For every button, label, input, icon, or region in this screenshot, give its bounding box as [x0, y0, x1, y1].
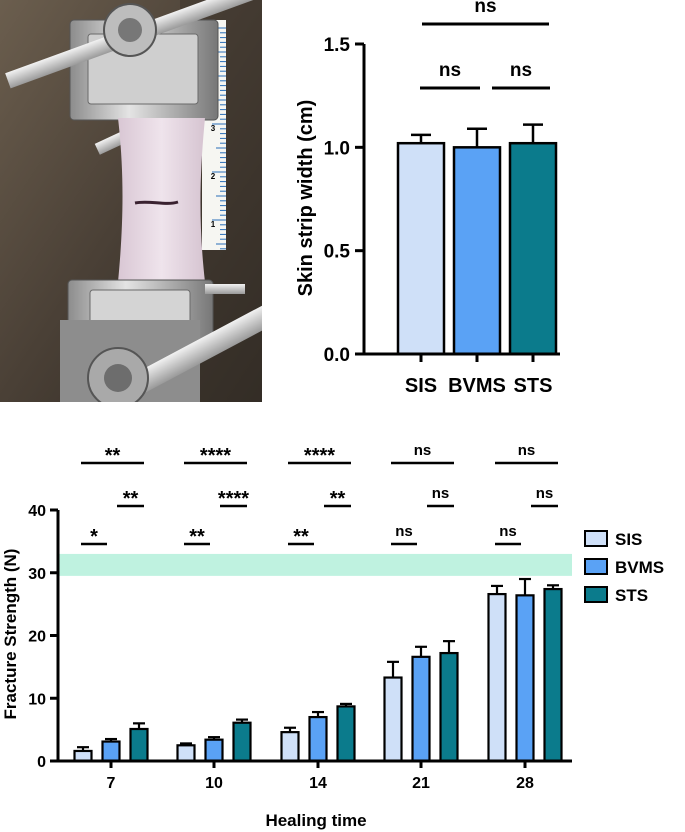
- bar-sis-14: [280, 731, 300, 763]
- bar-bvms: [452, 146, 502, 356]
- skin-strip-width-chart: ns ns ns 0.0 0.5 1.0 1.5 SIS BVMS STS Skin stri…: [295, 0, 560, 397]
- significance-label: **: [123, 488, 139, 510]
- reference-band: [58, 553, 572, 576]
- x-tick-label: 28: [516, 775, 534, 792]
- significance-label: ****: [304, 445, 335, 467]
- y-tick-label: 0: [37, 754, 46, 771]
- bar-sts-14: [336, 705, 356, 763]
- legend-label: BVMS: [615, 558, 664, 577]
- bar-sts-7: [129, 727, 149, 763]
- bar-sis: [396, 141, 446, 356]
- x-tick-label: BVMS: [448, 375, 506, 397]
- bar-sis-21: [383, 676, 403, 763]
- y-tick-label: 0.0: [324, 345, 350, 366]
- x-tick-label: STS: [514, 375, 553, 397]
- legend-swatch-bvms: [584, 558, 608, 575]
- significance-label: ns: [510, 60, 532, 81]
- y-axis-label: Fracture Strength (N): [1, 549, 20, 720]
- legend-swatch-sis: [584, 530, 608, 547]
- y-tick-label: 1.0: [324, 138, 350, 159]
- bar-sts: [508, 141, 558, 356]
- significance-label: ns: [518, 442, 536, 459]
- skin-strip-tensile-test-photo: 54321: [0, 0, 262, 402]
- x-axis-label: Healing time: [265, 811, 366, 830]
- bar-sis-28: [487, 592, 507, 763]
- significance-label: ns: [474, 0, 496, 17]
- significance-label: **: [189, 526, 205, 548]
- significance-label: *: [90, 526, 98, 548]
- x-tick-label: 10: [205, 775, 223, 792]
- significance-label: ns: [536, 485, 554, 502]
- legend-label: STS: [615, 586, 648, 605]
- significance-label: ****: [218, 488, 249, 510]
- ruler-label: 2: [211, 172, 216, 181]
- y-tick-label: 1.5: [324, 35, 351, 56]
- x-tick-label: 7: [107, 775, 116, 792]
- significance-label: **: [105, 445, 121, 467]
- significance-label: **: [293, 526, 309, 548]
- ruler-label: 3: [211, 124, 216, 133]
- bar-bvms-21: [411, 655, 431, 763]
- significance-label: ns: [414, 442, 432, 459]
- bar-bvms-10: [204, 738, 224, 763]
- y-tick-label: 20: [28, 629, 46, 646]
- bar-bvms-7: [101, 740, 121, 763]
- bar-sis-10: [176, 744, 196, 763]
- y-axis-label: Skin strip width (cm): [295, 100, 317, 297]
- y-tick-label: 30: [28, 566, 46, 583]
- y-tick-label: 0.5: [324, 242, 351, 263]
- y-tick-label: 10: [28, 691, 46, 708]
- bar-sts-28: [543, 587, 563, 763]
- bar-sts-10: [232, 721, 252, 763]
- significance-label: ns: [439, 60, 461, 81]
- bar-bvms-28: [515, 594, 535, 763]
- bar-sis-7: [73, 749, 93, 763]
- significance-label: ns: [395, 523, 413, 540]
- x-tick-label: SIS: [405, 375, 437, 397]
- bar-bvms-14: [308, 715, 328, 763]
- legend-swatch-sts: [584, 586, 608, 603]
- significance-label: ****: [200, 445, 231, 467]
- significance-label: **: [330, 488, 346, 510]
- bar-sts-21: [439, 651, 459, 763]
- x-tick-label: 14: [309, 775, 327, 792]
- significance-label: ns: [432, 485, 450, 502]
- y-tick-label: 40: [28, 503, 46, 520]
- legend-label: SIS: [615, 530, 642, 549]
- x-tick-label: 21: [412, 775, 430, 792]
- significance-label: ns: [499, 523, 517, 540]
- ruler-label: 1: [211, 220, 216, 229]
